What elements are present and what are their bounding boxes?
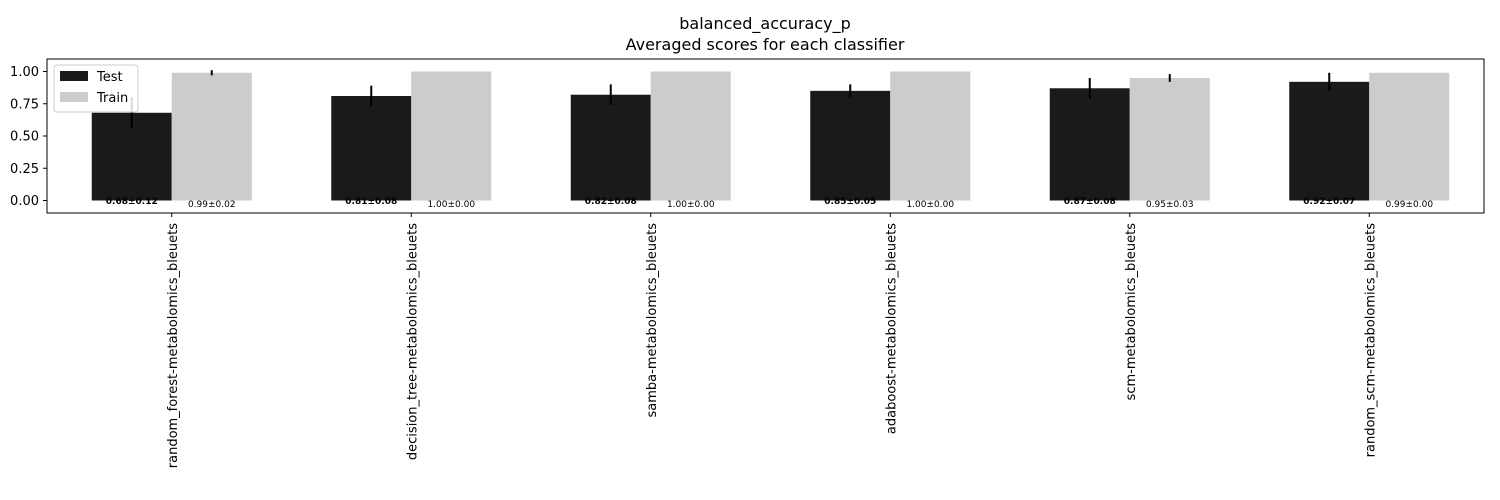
- bars-layer: 0.68±0.12 0.99±0.02 0.81±0.08 1.00±0.00 0.82…: [91, 70, 1450, 210]
- y-tick-label-0: 0.00: [10, 194, 39, 209]
- data-label-test-3: 0.85±0.05: [824, 197, 876, 207]
- data-label-train-0: 0.99±0.02: [188, 200, 236, 210]
- bar-train-3: [890, 71, 971, 201]
- bar-train-5: [1369, 72, 1450, 201]
- x-tick-label-2: samba-metabolomics_bleuets: [645, 223, 660, 418]
- y-axis: 0.00 0.25 0.50 0.75 1.00: [10, 65, 47, 209]
- plot-frame: [46, 58, 1485, 214]
- legend-swatch-train: [60, 92, 88, 102]
- bar-train-2: [650, 71, 731, 201]
- y-tick-label-2: 0.50: [10, 130, 39, 145]
- legend-label-test: Test: [96, 70, 123, 85]
- chart-title: balanced_accuracy_p: [679, 14, 851, 34]
- x-tick-label-5: random_scm-metabolomics_bleuets: [1363, 223, 1378, 458]
- data-label-test-2: 0.82±0.08: [585, 197, 637, 207]
- bar-train-1: [411, 71, 492, 201]
- legend: Test Train: [53, 64, 139, 113]
- x-tick-label-3: adaboost-metabolomics_bleuets: [884, 223, 899, 434]
- data-label-train-2: 1.00±0.00: [667, 200, 715, 210]
- legend-swatch-test: [60, 71, 88, 81]
- bar-test-5: [1289, 81, 1370, 201]
- data-label-test-0: 0.68±0.12: [106, 197, 158, 207]
- data-label-train-4: 0.95±0.03: [1146, 200, 1194, 210]
- y-tick-label-4: 1.00: [10, 65, 39, 80]
- x-tick-label-1: decision_tree-metabolomics_bleuets: [405, 223, 420, 460]
- x-tick-label-4: scm-metabolomics_bleuets: [1124, 223, 1139, 401]
- x-axis: random_forest-metabolomics_bleuets decisi…: [166, 213, 1378, 468]
- bar-test-2: [570, 94, 651, 201]
- chart-subtitle: Averaged scores for each classifier: [626, 35, 905, 54]
- bar-train-0: [171, 72, 252, 201]
- bar-test-3: [810, 90, 891, 201]
- data-label-test-5: 0.92±0.07: [1303, 197, 1355, 207]
- data-label-train-5: 0.99±0.00: [1385, 200, 1433, 210]
- bar-test-1: [331, 96, 412, 201]
- bar-train-4: [1129, 77, 1210, 201]
- legend-label-train: Train: [96, 91, 128, 106]
- data-label-train-3: 1.00±0.00: [906, 200, 954, 210]
- bar-test-4: [1049, 88, 1130, 201]
- y-tick-label-3: 0.75: [10, 97, 39, 112]
- data-label-train-1: 1.00±0.00: [427, 200, 475, 210]
- data-label-test-1: 0.81±0.08: [345, 197, 397, 207]
- data-label-test-4: 0.87±0.08: [1064, 197, 1116, 207]
- x-tick-label-0: random_forest-metabolomics_bleuets: [166, 223, 181, 468]
- y-tick-label-1: 0.25: [10, 162, 39, 177]
